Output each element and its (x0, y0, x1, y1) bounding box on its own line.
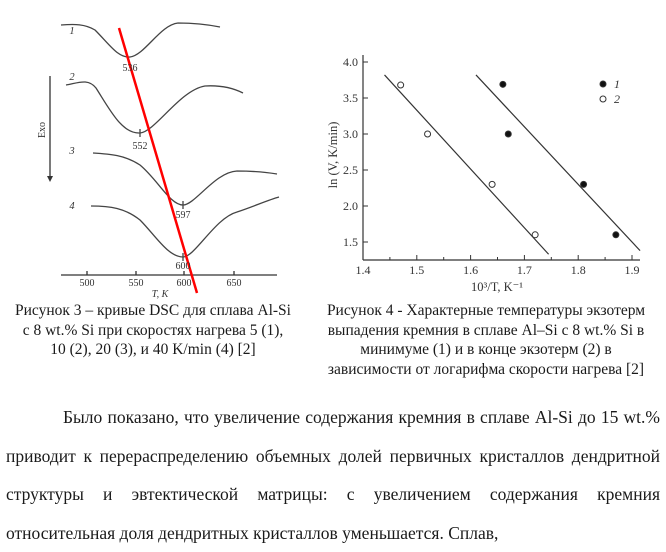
curve-label: 1 (69, 26, 74, 37)
figure-4-caption: Рисунок 4 - Характерные температуры экзо… (306, 301, 666, 379)
figure-4-arrhenius-chart: 1.4 1.5 1.6 1.7 1.8 1.9 1.5 2.0 2.5 3.0 3.5 4.0 12 10… (326, 55, 641, 294)
y-tick-label: 1.5 (343, 235, 358, 249)
red-overlay-line (117, 27, 199, 294)
y-tick-label: 4.0 (343, 55, 358, 69)
legend-label: 1 (614, 77, 620, 91)
data-point-2 (488, 180, 496, 188)
data-point-2 (531, 231, 539, 239)
x-tick-label: 500 (80, 278, 95, 289)
body-paragraph: Было показано, что увеличение содержания… (6, 407, 660, 543)
x-axis-label: 10³/T, K⁻¹ (471, 280, 523, 294)
data-point-1 (612, 231, 620, 239)
caption-line: 10 (2), 20 (3), и 40 K/min (4) [2] (50, 341, 256, 358)
x-tick-label: 1.4 (356, 263, 371, 277)
caption-line: зависимости от логарифма скорости нагрев… (327, 360, 645, 378)
figure-3-caption: Рисунок 3 – кривые DSC для сплава Al-Si … (0, 301, 306, 360)
y-axis-label: Exo (37, 122, 48, 138)
x-tick-label: 550 (129, 278, 144, 289)
x-tick-label: 1.9 (625, 263, 640, 277)
curve-label: 4 (69, 201, 75, 212)
data-point-1 (504, 130, 512, 138)
legend-marker-1 (599, 80, 607, 88)
caption-line: минимуме (1) и в конце экзотерм (2) в (360, 341, 612, 358)
y-axis-label: ln (V, K/min) (326, 122, 340, 189)
figure-3-dsc-chart: 1 2 3 4 536 552 597 600 500 550 600 650 … (37, 22, 280, 300)
peak-label: 600 (176, 261, 191, 272)
x-axis (61, 271, 277, 276)
y-tick-label: 3.0 (343, 127, 358, 141)
curve-label: 2 (69, 72, 75, 83)
legend-label: 2 (614, 92, 620, 106)
data-point-1 (580, 180, 588, 188)
peak-markers (139, 129, 184, 261)
legend-marker-2 (599, 95, 607, 103)
fit-line-2 (384, 74, 550, 255)
peak-label: 597 (176, 210, 191, 221)
fit-line-1 (475, 74, 641, 252)
data-point-1 (499, 80, 507, 88)
x-tick-label: 1.7 (517, 263, 532, 277)
caption-line: выпадения кремния в сплаве Al–Si с 8 wt.… (327, 321, 645, 339)
x-tick-label: 1.6 (463, 263, 478, 277)
data-point-2 (424, 130, 432, 138)
data-point-2 (397, 81, 405, 89)
y-tick-label: 2.5 (343, 163, 358, 177)
y-tick-label: 2.0 (343, 199, 358, 213)
x-tick-label: 1.8 (571, 263, 586, 277)
caption-line: Рисунок 4 - Характерные температуры экзо… (326, 302, 646, 319)
curve-label: 3 (68, 146, 74, 157)
dsc-curve-1 (60, 22, 221, 58)
y-tick-label: 3.5 (343, 91, 358, 105)
x-tick-label: 600 (177, 278, 192, 289)
peak-label: 536 (123, 63, 138, 74)
x-tick-label: 1.5 (409, 263, 424, 277)
x-tick-label: 650 (227, 278, 242, 289)
caption-line: с 8 wt.% Si при скоростях нагрева 5 (1), (22, 321, 284, 339)
peak-label: 552 (133, 141, 148, 152)
exo-arrowhead-icon (47, 176, 53, 182)
x-axis-label: T, K (152, 289, 170, 300)
caption-line: Рисунок 3 – кривые DSC для сплава Al-Si (14, 302, 291, 319)
